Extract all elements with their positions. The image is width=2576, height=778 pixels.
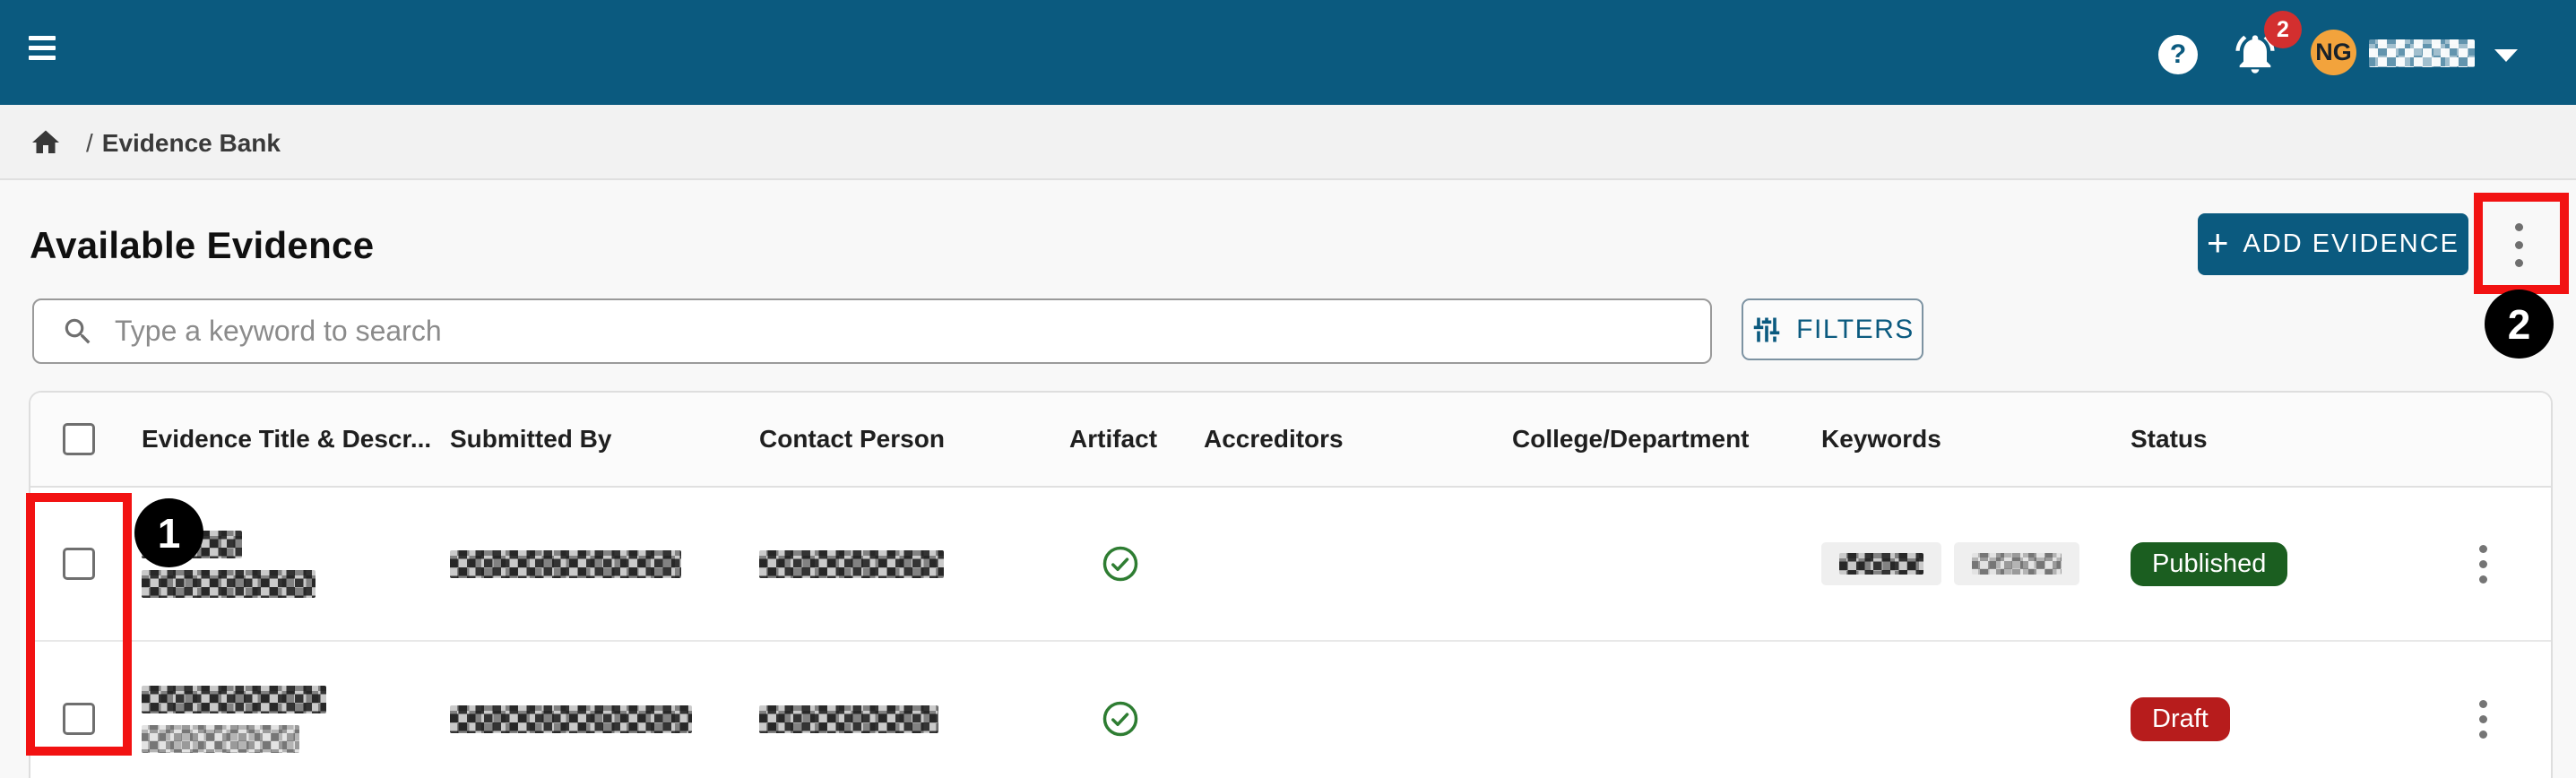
help-icon[interactable]: ? — [2158, 35, 2198, 74]
plus-icon: + — [2206, 220, 2229, 264]
search-input[interactable] — [95, 300, 1710, 362]
kebab-icon — [2478, 699, 2487, 708]
breadcrumb-page-label: Evidence Bank — [101, 129, 281, 157]
column-header-keywords: Keywords — [1821, 425, 1941, 453]
search-icon — [65, 318, 91, 343]
filters-label: FILTERS — [1796, 314, 1915, 344]
keywords-cell — [1821, 542, 2131, 585]
evidence-title-redacted — [142, 530, 450, 598]
breadcrumb: / Evidence Bank — [0, 105, 2576, 180]
notifications-button[interactable]: 2 — [2232, 11, 2302, 81]
column-header-status: Status — [2131, 425, 2208, 453]
artifact-check-icon — [1102, 545, 1139, 583]
redacted-text — [142, 724, 299, 753]
column-header-title: Evidence Title & Descr... — [142, 425, 432, 453]
redacted-text — [142, 530, 242, 558]
submitted-by-redacted — [450, 705, 759, 733]
row-overflow-menu-button[interactable] — [2460, 692, 2505, 746]
avatar[interactable]: NG — [2311, 30, 2356, 75]
status-badge: Draft — [2131, 696, 2230, 741]
top-app-bar: ? 2 NG — [0, 0, 2576, 105]
contact-person-redacted — [759, 705, 1069, 733]
table-header-row: Evidence Title & Descr... Submitted By C… — [30, 393, 2551, 488]
select-all-checkbox[interactable] — [63, 423, 95, 455]
status-badge: Published — [2131, 541, 2288, 586]
evidence-table: Evidence Title & Descr... Submitted By C… — [29, 391, 2553, 778]
keyword-chip-redacted — [1954, 542, 2079, 585]
search-field — [32, 298, 1712, 364]
filters-button[interactable]: FILTERS — [1742, 298, 1923, 360]
row-overflow-menu-button[interactable] — [2460, 537, 2505, 591]
evidence-title-redacted — [142, 685, 450, 753]
row-checkbox[interactable] — [63, 703, 95, 735]
username-redacted[interactable] — [2369, 39, 2475, 67]
breadcrumb-current: / Evidence Bank — [86, 129, 281, 158]
page-overflow-menu-button[interactable] — [2494, 213, 2544, 276]
add-evidence-label: ADD EVIDENCE — [2243, 229, 2460, 258]
menu-icon[interactable] — [29, 36, 56, 63]
row-checkbox[interactable] — [63, 548, 95, 580]
submitted-by-redacted — [450, 549, 759, 578]
keyword-chip-redacted — [1821, 542, 1941, 585]
add-evidence-button[interactable]: + ADD EVIDENCE — [2198, 213, 2468, 275]
kebab-icon — [2514, 222, 2523, 231]
page-title: Available Evidence — [30, 224, 375, 266]
column-header-submitted-by: Submitted By — [450, 425, 612, 453]
chevron-down-icon[interactable] — [2494, 49, 2518, 62]
home-icon[interactable] — [30, 126, 62, 159]
column-header-contact-person: Contact Person — [759, 425, 945, 453]
help-glyph: ? — [2169, 39, 2187, 69]
annotation-step-badge-2: 2 — [2485, 290, 2554, 359]
tune-icon — [1753, 317, 1780, 341]
table-row: Draft — [30, 642, 2551, 778]
column-header-artifact: Artifact — [1069, 425, 1158, 453]
redacted-text — [142, 569, 316, 598]
contact-person-redacted — [759, 549, 1069, 578]
notification-count-badge: 2 — [2264, 11, 2302, 48]
column-header-college-department: College/Department — [1512, 425, 1750, 453]
table-row: Published — [30, 488, 2551, 642]
breadcrumb-separator: / — [86, 129, 93, 157]
artifact-check-icon — [1102, 700, 1139, 738]
redacted-text — [142, 685, 326, 713]
kebab-icon — [2478, 544, 2487, 553]
avatar-initials: NG — [2315, 39, 2352, 65]
column-header-accreditors: Accreditors — [1204, 425, 1344, 453]
bell-icon — [2235, 35, 2275, 73]
